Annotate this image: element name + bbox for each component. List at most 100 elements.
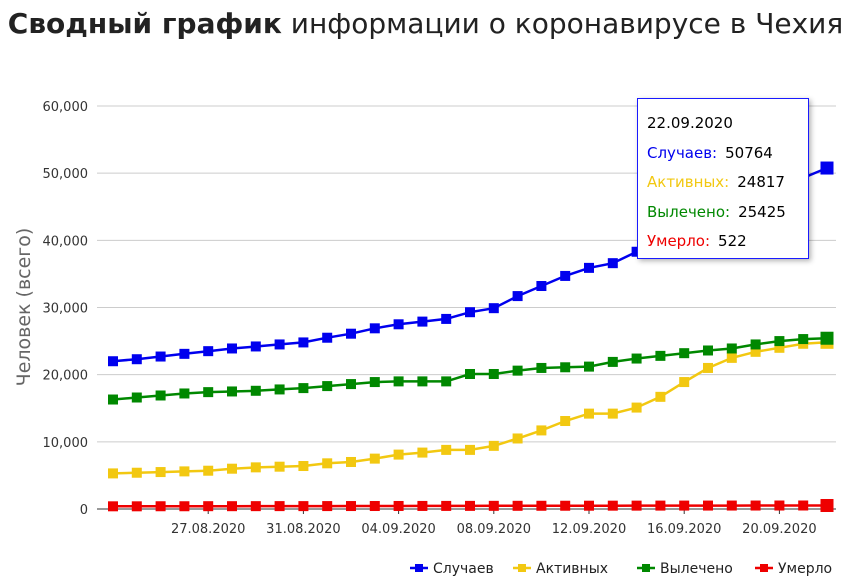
data-point xyxy=(441,313,452,324)
data-point xyxy=(155,390,166,401)
data-point xyxy=(393,319,404,330)
data-point xyxy=(560,416,571,427)
data-point xyxy=(108,468,118,479)
data-point xyxy=(631,353,642,364)
data-point xyxy=(227,501,237,512)
data-point xyxy=(155,501,166,512)
data-point xyxy=(536,281,547,292)
data-point xyxy=(108,394,118,405)
legend-item[interactable]: Активных xyxy=(513,561,608,577)
data-point xyxy=(512,500,523,511)
data-point xyxy=(393,376,404,387)
y-tick-label: 20,000 xyxy=(43,369,89,384)
tooltip-label-active: Активных: xyxy=(647,173,730,191)
series-line xyxy=(112,336,828,401)
legend-marker xyxy=(760,564,768,572)
data-point xyxy=(393,500,404,511)
y-axis-label: Человек (всего) xyxy=(13,228,35,387)
data-point xyxy=(393,449,404,460)
data-point xyxy=(131,467,142,478)
y-tick-label: 30,000 xyxy=(43,302,89,317)
legend-marker xyxy=(415,564,423,572)
data-point xyxy=(465,500,475,511)
data-point xyxy=(250,462,261,473)
data-point xyxy=(560,500,571,511)
data-point xyxy=(536,500,547,511)
tooltip-row-deaths: Умерло: 522 xyxy=(647,227,808,257)
data-point xyxy=(488,440,499,451)
data-point xyxy=(631,500,642,511)
data-point xyxy=(820,331,834,345)
data-point xyxy=(798,500,809,511)
data-point xyxy=(512,433,523,444)
chart-title-bold: Сводный график xyxy=(7,7,282,40)
x-tick-label: 04.09.2020 xyxy=(361,522,435,537)
legend-label: Активных xyxy=(536,561,608,577)
x-tick-label: 27.08.2020 xyxy=(171,522,245,537)
data-point xyxy=(607,356,618,367)
data-point xyxy=(179,388,190,399)
data-point xyxy=(441,376,452,387)
series-1 xyxy=(108,335,834,479)
data-point xyxy=(798,334,809,345)
x-tick-label: 31.08.2020 xyxy=(266,522,340,537)
data-point xyxy=(369,453,380,464)
data-point xyxy=(346,456,356,467)
data-point xyxy=(322,501,333,512)
data-point xyxy=(750,500,761,511)
data-point xyxy=(227,463,237,474)
y-tick-label: 60,000 xyxy=(43,100,89,115)
x-tick-labels: 27.08.2020 31.08.2020 04.09.2020 08.09.2020… xyxy=(171,509,817,537)
data-point xyxy=(465,307,475,318)
data-point xyxy=(274,384,285,395)
data-point xyxy=(607,258,618,269)
legend-marker xyxy=(518,564,526,572)
legend[interactable]: Случаев Активных Вылечено Умерло xyxy=(410,561,832,577)
data-point xyxy=(250,385,261,396)
data-point xyxy=(750,339,761,350)
data-point xyxy=(512,291,523,302)
data-point xyxy=(726,352,737,363)
legend-label: Вылечено xyxy=(660,561,733,577)
tooltip-value-cases: 50764 xyxy=(725,143,773,162)
legend-item[interactable]: Случаев xyxy=(410,561,494,577)
x-tick-label: 16.09.2020 xyxy=(647,522,721,537)
data-point xyxy=(679,348,690,359)
legend-item[interactable]: Умерло xyxy=(755,561,832,577)
data-point xyxy=(369,501,380,512)
data-point xyxy=(774,500,785,511)
data-point xyxy=(774,336,785,347)
chart-title-rest: информации о коронавирусе в Чехия xyxy=(290,7,844,40)
tooltip-row-recovered: Вылечено: 25425 xyxy=(647,198,808,228)
data-point xyxy=(584,408,594,419)
data-point xyxy=(512,365,523,376)
legend-item[interactable]: Вылечено xyxy=(637,561,733,577)
data-point xyxy=(417,316,428,327)
y-tick-label: 50,000 xyxy=(43,167,89,182)
data-point xyxy=(465,368,475,379)
data-point xyxy=(679,377,690,388)
data-point xyxy=(322,332,333,343)
data-point xyxy=(560,362,571,373)
series-2 xyxy=(108,331,834,405)
data-point xyxy=(250,501,261,512)
data-point xyxy=(155,467,166,478)
legend-label: Умерло xyxy=(778,561,832,577)
data-point xyxy=(703,345,713,356)
data-point xyxy=(750,346,761,357)
data-point xyxy=(227,386,237,397)
data-point xyxy=(179,348,190,359)
data-point xyxy=(131,392,142,403)
data-point xyxy=(726,343,737,354)
data-point xyxy=(131,354,142,365)
data-point xyxy=(131,501,142,512)
legend-marker xyxy=(642,564,650,572)
legend-label: Случаев xyxy=(433,561,494,577)
data-point xyxy=(441,500,452,511)
data-point xyxy=(820,161,834,175)
data-point xyxy=(298,461,309,472)
x-tick-label: 20.09.2020 xyxy=(742,522,816,537)
data-point xyxy=(274,339,285,350)
data-point xyxy=(655,350,666,361)
